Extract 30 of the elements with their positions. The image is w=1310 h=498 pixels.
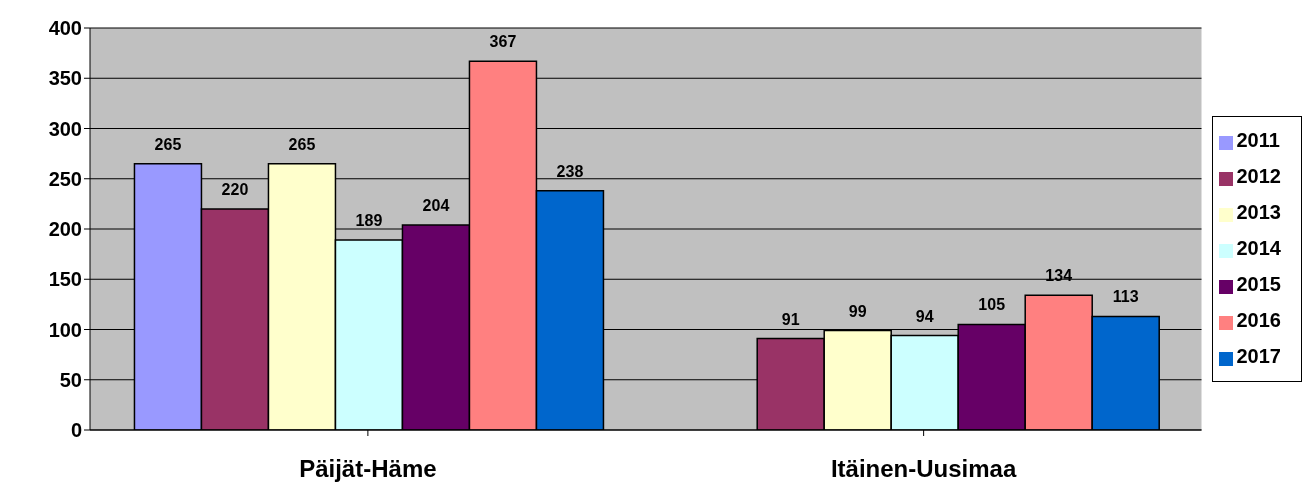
legend-label: 2015	[1236, 273, 1281, 295]
y-tick-label: 250	[48, 167, 82, 190]
data-label: 220	[221, 180, 249, 198]
y-tick-label: 400	[48, 17, 82, 40]
data-label: 367	[489, 33, 517, 51]
y-tick-label: 150	[48, 268, 82, 291]
legend-label: 2016	[1236, 309, 1281, 331]
data-label: 265	[288, 135, 316, 153]
y-tick-label: 50	[59, 368, 82, 391]
legend-label: 2017	[1236, 345, 1281, 367]
data-label: 105	[978, 296, 1006, 314]
legend-label: 2012	[1236, 165, 1281, 187]
y-tick-label: 0	[70, 419, 82, 442]
y-tick-label: 100	[48, 318, 82, 341]
y-tick-label: 350	[48, 67, 82, 90]
legend-label: 2011	[1236, 129, 1280, 151]
data-label: 204	[422, 196, 450, 214]
data-label: 99	[848, 302, 867, 320]
legend-label: 2014	[1236, 237, 1281, 259]
data-label: 265	[154, 135, 182, 153]
data-label: 94	[915, 307, 934, 325]
x-tick-label: Päijät-Häme	[299, 455, 437, 483]
legend-label: 2013	[1236, 201, 1281, 223]
data-label: 189	[355, 212, 383, 230]
x-tick-label: Itäinen-Uusimaa	[830, 455, 1017, 483]
data-label: 238	[556, 162, 584, 180]
y-tick-label: 200	[48, 218, 82, 241]
data-label: 113	[1112, 288, 1139, 306]
y-tick-label: 300	[48, 117, 82, 140]
data-label: 91	[781, 310, 800, 328]
